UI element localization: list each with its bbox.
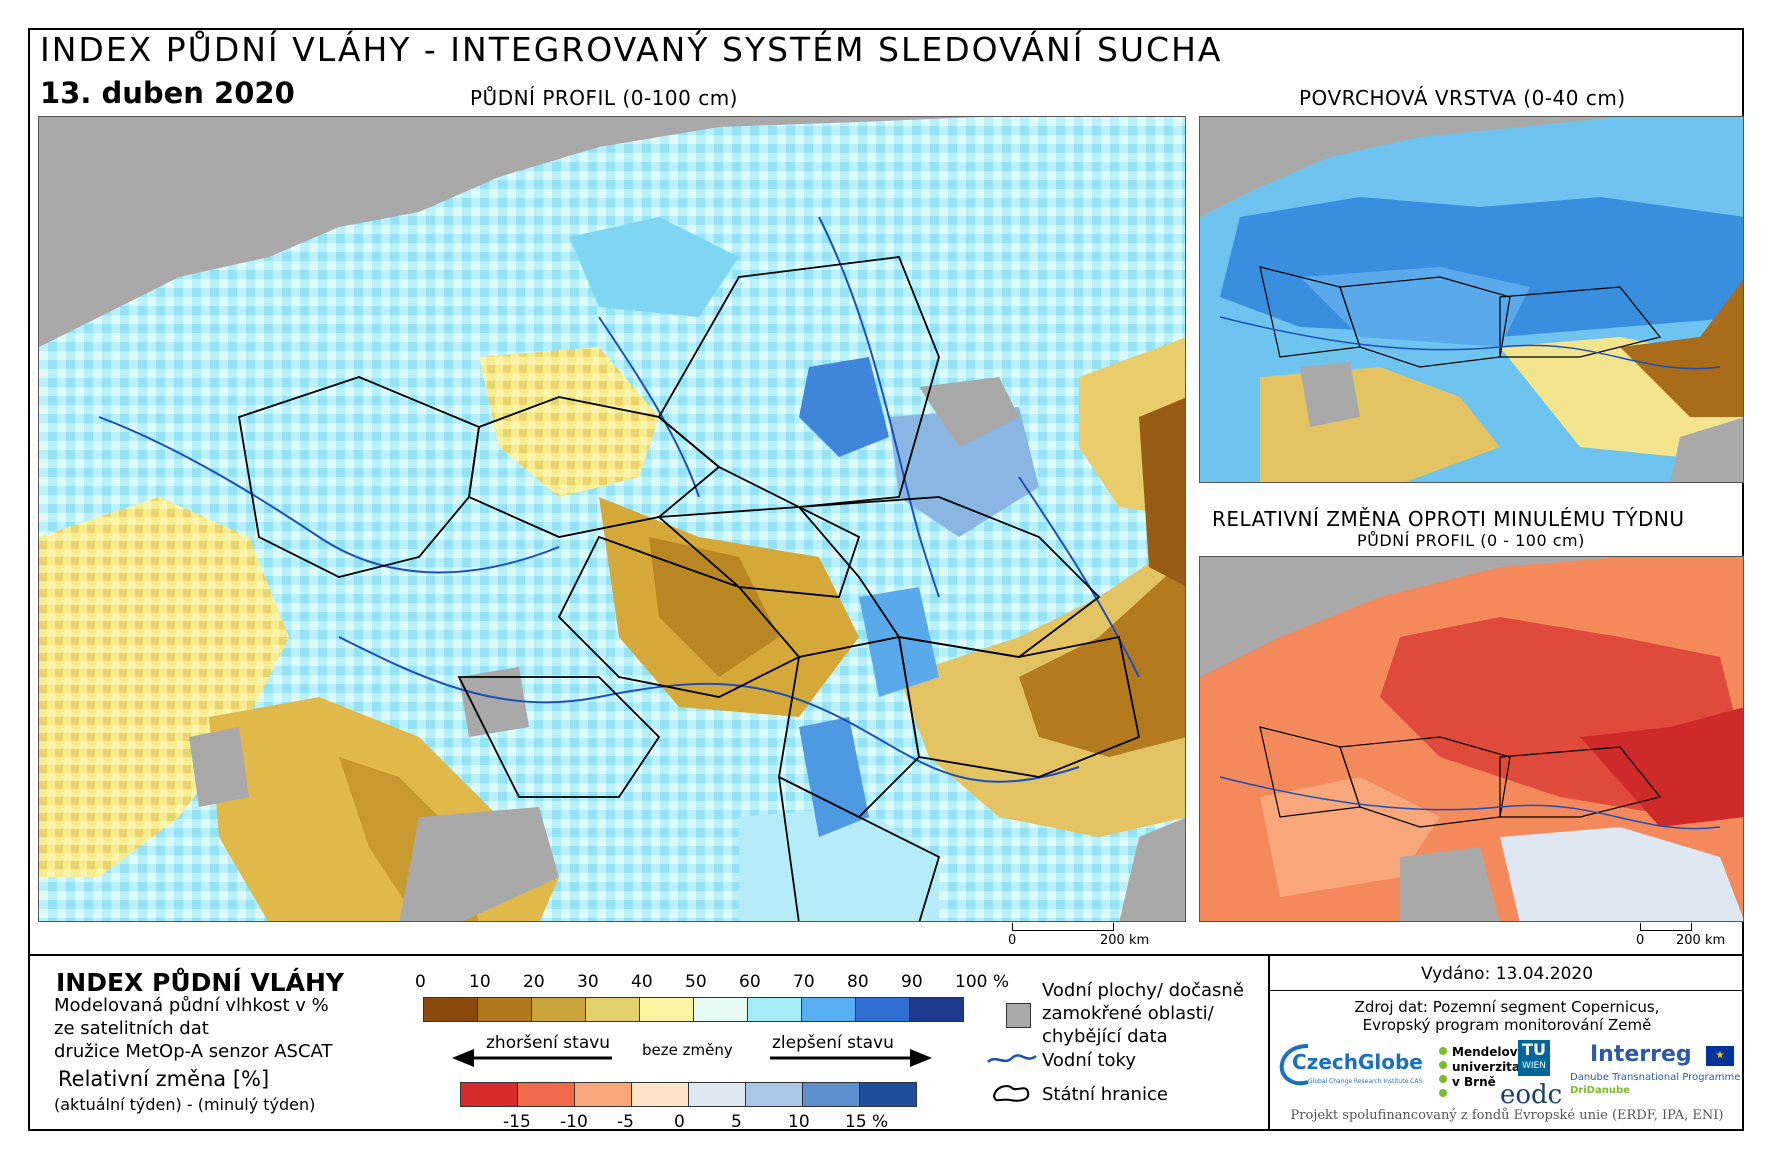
change-tick: -15: [503, 1112, 531, 1132]
tu-wien-logo: TU WIEN: [1518, 1040, 1550, 1076]
moisture-tick: 100 %: [955, 972, 1010, 992]
surface-map-label: POVRCHOVÁ VRSTVA (0-40 cm): [1299, 86, 1626, 110]
change-map-graphic: [1200, 557, 1743, 921]
change-arrows: [452, 1049, 932, 1067]
moisture-tick: 90: [901, 972, 923, 992]
moisture-tick: 80: [847, 972, 869, 992]
change-swatch: [460, 1082, 518, 1107]
arrow-better-label: zlepšení stavu: [772, 1033, 894, 1053]
main-soil-moisture-map: [38, 116, 1186, 922]
czechglobe-logo-text: CzechGlobe: [1292, 1050, 1423, 1074]
page-title: INDEX PŮDNÍ VLÁHY - INTEGROVANÝ SYSTÉM S…: [40, 30, 1223, 69]
interreg-logo-sub1: Danube Transnational Programme: [1570, 1072, 1741, 1083]
legend-desc-3: družice MetOp-A senzor ASCAT: [54, 1041, 333, 1062]
tu-wien-logo-a: TU: [1522, 1040, 1546, 1059]
moisture-tick: 10: [469, 972, 491, 992]
change-map-sublabel: PŮDNÍ PROFIL (0 - 100 cm): [1357, 531, 1585, 550]
change-tick: 5: [731, 1112, 742, 1132]
change-legend-title: Relativní změna [%]: [58, 1067, 270, 1091]
surface-map-graphic: [1200, 117, 1743, 482]
relative-change-map: [1199, 556, 1744, 922]
legend-title: INDEX PŮDNÍ VLÁHY: [56, 968, 344, 997]
mendel-logo-l3: v Brně: [1452, 1075, 1496, 1089]
moisture-swatch: [531, 997, 586, 1022]
change-swatch: [745, 1082, 803, 1107]
river-symbol-icon: [987, 1054, 1037, 1063]
mendel-logo-l1: Mendelova: [1452, 1045, 1526, 1059]
moisture-swatch: [909, 997, 964, 1022]
source-line-2: Evropský program monitorování Země: [1362, 1016, 1652, 1034]
water-bodies-label-1: Vodní plochy/ dočasně: [1042, 980, 1244, 1001]
arrow-none-label: beze změny: [642, 1041, 733, 1059]
change-tick: 15 %: [845, 1112, 889, 1132]
moisture-tick: 20: [523, 972, 545, 992]
surface-layer-map: [1199, 116, 1744, 483]
moisture-swatch: [855, 997, 910, 1022]
moisture-swatch: [747, 997, 802, 1022]
legend-desc-1: Modelovaná půdní vlhkost v %: [54, 995, 329, 1016]
moisture-swatch: [423, 997, 478, 1022]
czechglobe-logo: CzechGlobe Global Change Research Instit…: [1278, 1040, 1438, 1090]
issued-divider: [1268, 990, 1744, 991]
eodc-logo: eodc: [1500, 1080, 1563, 1110]
change-swatch: [859, 1082, 917, 1107]
tu-wien-logo-b: WIEN: [1522, 1061, 1546, 1071]
moisture-swatch: [801, 997, 856, 1022]
moisture-swatch: [693, 997, 748, 1022]
change-legend-desc: (aktuální týden) - (minulý týden): [54, 1095, 316, 1114]
interreg-logo: Interreg ★ Danube Transnational Programm…: [1570, 1040, 1740, 1100]
main-map-label: PŮDNÍ PROFIL (0-100 cm): [470, 86, 738, 110]
change-tick: -10: [560, 1112, 588, 1132]
rivers-label: Vodní toky: [1042, 1050, 1136, 1071]
interreg-logo-text: Interreg: [1590, 1042, 1692, 1067]
moisture-swatch: [585, 997, 640, 1022]
date-label: 13. duben 2020: [40, 76, 295, 110]
funding-footer: Projekt spolufinancovaný z fondů Evropsk…: [1290, 1108, 1724, 1123]
main-scale-bar: [1012, 923, 1114, 931]
inset-scale-end: 200 km: [1676, 933, 1726, 948]
change-swatch: [802, 1082, 860, 1107]
interreg-logo-sub2: DriDanube: [1570, 1085, 1630, 1096]
issued-date: Vydáno: 13.04.2020: [1420, 964, 1594, 984]
water-bodies-label-2: zamokřené oblasti/: [1042, 1003, 1214, 1024]
moisture-tick: 0: [415, 972, 426, 992]
moisture-swatch: [639, 997, 694, 1022]
change-swatch: [574, 1082, 632, 1107]
moisture-tick: 30: [577, 972, 599, 992]
source-line-1: Zdroj dat: Pozemní segment Copernicus,: [1354, 998, 1660, 1016]
water-bodies-swatch: [1006, 1003, 1031, 1028]
mendel-logo-l2: univerzita: [1452, 1060, 1521, 1074]
eu-flag-icon: ★: [1706, 1046, 1734, 1066]
change-tick: -5: [617, 1112, 634, 1132]
inset-scale-start: 0: [1636, 933, 1645, 948]
change-swatch: [631, 1082, 689, 1107]
inset-scale-bar: [1640, 923, 1692, 931]
mendel-logo: Mendelova univerzita v Brně: [1436, 1045, 1526, 1105]
water-bodies-label-3: chybějící data: [1042, 1026, 1168, 1047]
change-swatch: [688, 1082, 746, 1107]
main-scale-start: 0: [1008, 933, 1017, 948]
czechglobe-logo-icon: [1279, 1044, 1309, 1086]
czechglobe-logo-sub: Global Change Research Institute CAS: [1308, 1078, 1423, 1085]
border-symbol-icon: [992, 1085, 1030, 1102]
main-map-graphic: [39, 117, 1185, 921]
legend-desc-2: ze satelitních dat: [54, 1018, 209, 1039]
borders-label: Státní hranice: [1042, 1084, 1168, 1105]
source-divider: [1268, 954, 1270, 1131]
legend-divider: [28, 954, 1744, 956]
moisture-tick: 50: [685, 972, 707, 992]
change-map-label: RELATIVNÍ ZMĚNA OPROTI MINULÉMU TÝDNU: [1212, 507, 1685, 531]
moisture-tick: 40: [631, 972, 653, 992]
change-swatch: [517, 1082, 575, 1107]
moisture-tick: 60: [739, 972, 761, 992]
main-scale-end: 200 km: [1100, 933, 1150, 948]
moisture-tick: 70: [793, 972, 815, 992]
mendel-logo-icon: [1439, 1047, 1447, 1097]
arrow-worse-label: zhoršení stavu: [486, 1033, 611, 1053]
change-tick: 10: [788, 1112, 810, 1132]
change-tick: 0: [674, 1112, 685, 1132]
moisture-swatch: [477, 997, 532, 1022]
